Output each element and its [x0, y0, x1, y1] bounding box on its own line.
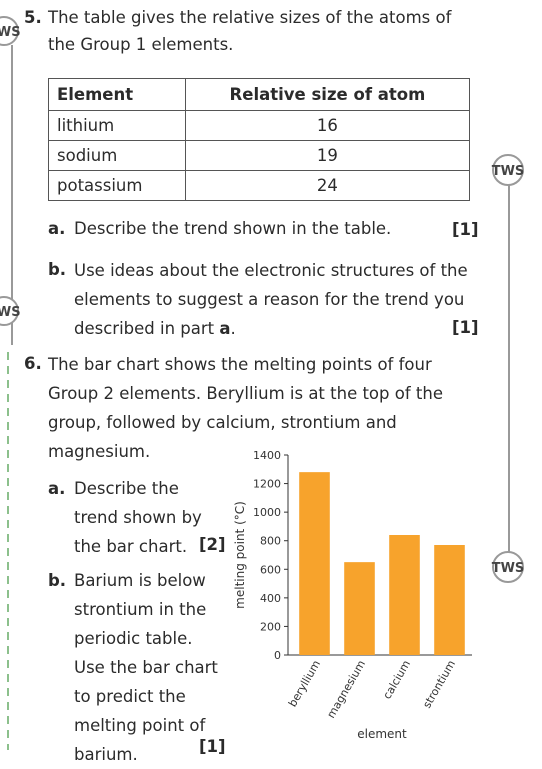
- part-text: Barium is below strontium in the periodi…: [74, 571, 218, 764]
- marks: [1]: [452, 220, 479, 239]
- part-label: b.: [48, 571, 67, 590]
- question-number: 6.: [24, 354, 42, 373]
- badge-label: TWS: [492, 561, 525, 576]
- y-tick-label: 200: [260, 620, 281, 633]
- table: Element Relative size of atom lithium 16 s…: [48, 78, 471, 201]
- cell: 24: [184, 170, 471, 201]
- question-number: 5.: [24, 8, 42, 27]
- part-text: Describe the trend shown by the bar char…: [74, 479, 202, 556]
- text: .: [230, 319, 236, 338]
- question-text: The table gives the relative sizes of th…: [48, 8, 452, 54]
- part-label: b.: [48, 260, 67, 279]
- x-tick-label: calcium: [381, 658, 414, 701]
- x-tick-label: strontium: [420, 658, 458, 710]
- y-tick-label: 600: [260, 563, 281, 576]
- emphasis: a: [219, 319, 231, 338]
- y-tick-label: 400: [260, 592, 281, 605]
- bar: [344, 562, 375, 655]
- y-tick-label: 800: [260, 535, 281, 548]
- bar: [434, 545, 465, 655]
- x-axis-label: element: [357, 727, 407, 741]
- badge: TWS: [0, 16, 21, 46]
- badge: TWS: [492, 551, 525, 583]
- marks: [1]: [452, 318, 479, 337]
- header-cell: Element: [48, 78, 186, 111]
- question-text: The bar chart shows the melting points o…: [48, 355, 443, 461]
- x-tick-label: beryllium: [286, 658, 323, 709]
- y-tick-label: 1200: [253, 478, 281, 491]
- part-label: a.: [48, 479, 66, 498]
- part-label: a.: [48, 219, 66, 238]
- marks: [2]: [199, 535, 226, 554]
- bar: [299, 472, 330, 655]
- badge: TWS: [0, 296, 21, 326]
- cell: 19: [184, 140, 471, 171]
- y-tick-label: 0: [274, 649, 281, 662]
- badge: TWS: [492, 154, 525, 186]
- y-tick-label: 1000: [253, 506, 281, 519]
- bar: [389, 535, 420, 655]
- cell: potassium: [48, 170, 186, 201]
- text: Use ideas about the electronic structure…: [74, 261, 468, 338]
- badge-label: TWS: [0, 25, 21, 40]
- part-text: Use ideas about the electronic structure…: [74, 256, 484, 343]
- y-tick-label: 1400: [253, 449, 281, 462]
- x-tick-label: magnesium: [325, 658, 369, 720]
- marks: [1]: [199, 737, 226, 756]
- header-cell: Relative size of atom: [184, 78, 471, 111]
- part-text: Describe the trend shown in the table.: [74, 219, 392, 238]
- badge-label: TWS: [0, 305, 21, 320]
- badge-label: TWS: [492, 164, 525, 179]
- cell: sodium: [48, 140, 186, 171]
- y-axis-label: melting point (°C): [233, 501, 247, 609]
